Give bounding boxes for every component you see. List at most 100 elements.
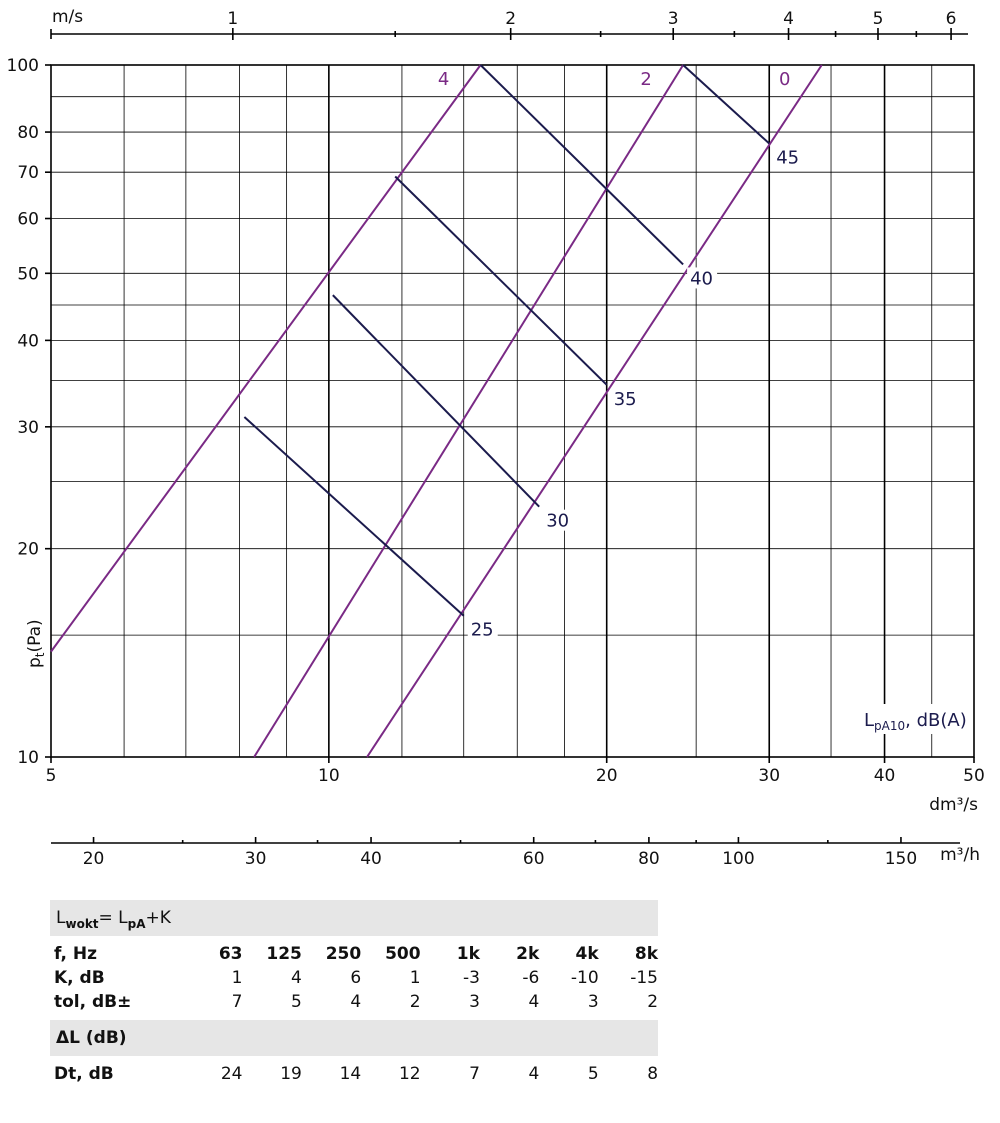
bottom-tick-label: 20 [83, 849, 105, 869]
pressure-label-bg [432, 68, 455, 90]
pressure-line-0 [366, 64, 823, 758]
bottom-tick-label: 30 [245, 849, 267, 869]
freq-cell: 250 [325, 944, 362, 964]
delta-title: ΔL (dB) [56, 1028, 127, 1048]
noise-label-bg [687, 267, 718, 289]
y-tick-label: 20 [17, 540, 39, 560]
bottom-tick-label: 40 [360, 849, 382, 869]
dt-cell: 8 [647, 1064, 659, 1084]
pressure-line-4 [50, 64, 482, 653]
freq-cell: 125 [266, 944, 302, 964]
noise-line-label: 40 [690, 268, 713, 289]
y-tick-label: 30 [17, 418, 39, 438]
x-tick-label: 10 [318, 766, 340, 786]
top-tick-label: 1 [227, 9, 238, 29]
pressure-line-2 [253, 64, 684, 758]
top-tick-label: 2 [505, 9, 516, 29]
top-tick-label: 4 [783, 9, 794, 29]
noise-line-40 [479, 64, 684, 266]
pressure-line-label: 0 [779, 69, 790, 90]
noise-line-label: 35 [614, 389, 637, 410]
noise-line-label: 45 [776, 148, 799, 169]
noise-label-bg [467, 618, 498, 640]
row-label: Dt, dB [54, 1064, 114, 1084]
tol-cell: 4 [350, 992, 362, 1012]
bottom-tick-label: 60 [523, 849, 545, 869]
dt-cell: 19 [280, 1064, 302, 1084]
noise-line-35 [394, 175, 608, 386]
tol-row: tol, dB± 7 5 4 2 3 4 3 2 [50, 990, 658, 1014]
x-tick-label: 50 [963, 766, 985, 786]
bottom-tick-label: 100 [722, 849, 754, 869]
y-tick-label: 10 [17, 748, 39, 768]
freq-cell: 1k [456, 944, 480, 964]
freq-cell: 2k [516, 944, 540, 964]
x-tick-label: 20 [596, 766, 618, 786]
dt-cell: 12 [398, 1064, 421, 1084]
pressure-line-label: 4 [438, 69, 449, 90]
k-cell: 6 [350, 968, 362, 988]
x-tick-label: 40 [874, 766, 896, 786]
k-cell: 4 [291, 968, 302, 988]
dt-cell: 7 [469, 1064, 480, 1084]
tol-cell: 3 [587, 992, 599, 1012]
bottom-tick-label: 150 [885, 849, 917, 869]
noise-line-30 [332, 294, 540, 508]
row-label: f, Hz [54, 944, 97, 964]
top-tick-label: 5 [873, 9, 884, 29]
pressure-line-label: 2 [640, 69, 651, 90]
x-axis-unit: dm³/s [929, 795, 978, 815]
top-axis-unit: m/s [52, 7, 83, 27]
k-cell: 1 [409, 968, 421, 988]
freq-cell: 4k [575, 944, 599, 964]
row-label: tol, dB± [54, 992, 132, 1012]
freq-cell: 8k [634, 944, 659, 964]
k-cell: 1 [231, 968, 243, 988]
plot-frame [50, 64, 975, 758]
tol-cell: 3 [469, 992, 480, 1012]
freq-cell: 500 [385, 944, 421, 964]
y-tick-label: 60 [17, 210, 39, 230]
noise-line-label: 30 [546, 511, 569, 532]
pressure-label-bg [773, 68, 796, 90]
dt-cell: 14 [339, 1064, 362, 1084]
k-cell: -10 [570, 968, 599, 988]
y-tick-label: 50 [17, 264, 39, 284]
pressure-lines: 4 2 0 [50, 64, 823, 758]
dt-row: Dt, dB 24 19 14 12 7 4 5 8 [50, 1062, 658, 1086]
k-cell: -15 [630, 968, 659, 988]
tol-cell: 4 [528, 992, 540, 1012]
noise-label-bg [773, 146, 804, 168]
frequency-row: f, Hz 63 125 250 500 1k 2k 4k 8k [50, 942, 658, 966]
noise-label-bg [543, 509, 574, 531]
noise-line-25 [243, 416, 465, 617]
tol-cell: 5 [291, 992, 302, 1012]
correction-table: Lwokt= LpA+K f, Hz 63 125 250 500 1k 2k … [50, 900, 658, 1086]
y-tick-label: 100 [7, 56, 39, 76]
top-tick-label: 3 [668, 9, 679, 29]
k-cell: -6 [522, 968, 540, 988]
x-tick-label: 30 [758, 766, 780, 786]
noise-line-label: 25 [471, 620, 494, 641]
tol-cell: 2 [409, 992, 421, 1012]
formula-band: Lwokt= LpA+K [50, 900, 658, 936]
tol-cell: 2 [647, 992, 659, 1012]
k-cell: -3 [462, 968, 480, 988]
dt-cell: 24 [220, 1064, 243, 1084]
noise-line-45 [682, 64, 770, 145]
y-tick-label: 70 [17, 163, 39, 183]
grid [51, 65, 974, 757]
dt-cell: 4 [528, 1064, 540, 1084]
y-axis-label: pt(Pa) [25, 619, 47, 668]
tol-cell: 7 [231, 992, 243, 1012]
y-tick-label: 80 [17, 123, 39, 143]
formula-text: Lwokt= LpA+K [56, 908, 171, 931]
k-row: K, dB 1 4 6 1 -3 -6 -10 -15 [50, 966, 658, 990]
pressure-label-bg [635, 68, 658, 90]
y-tick-label: 40 [17, 331, 39, 351]
bottom-tick-label: 80 [638, 849, 660, 869]
noise-label-bg [610, 387, 641, 409]
